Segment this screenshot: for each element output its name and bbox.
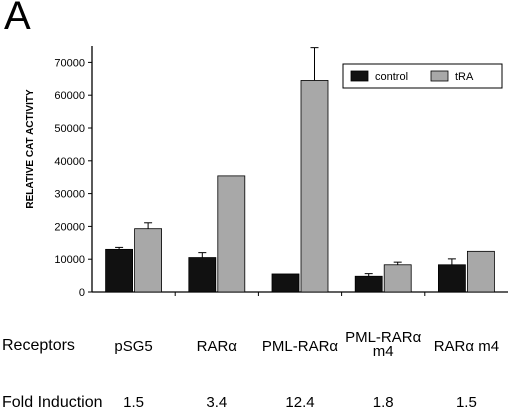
fold-induction-row-label: Fold Induction bbox=[2, 394, 103, 411]
y-tick-label: 40000 bbox=[54, 156, 85, 168]
panel-label: A bbox=[4, 0, 31, 38]
fold-induction-value: 1.8 bbox=[372, 394, 394, 411]
y-tick-label: 70000 bbox=[54, 57, 85, 69]
axes: 0 10000 20000 30000 40000 50000 60000 70000 RELA… bbox=[25, 46, 508, 299]
y-axis-title: RELATIVE CAT ACTIVITY bbox=[25, 89, 36, 209]
bar-chart: 0 10000 20000 30000 40000 50000 60000 70000 RELA… bbox=[25, 46, 508, 299]
legend-box bbox=[342, 63, 503, 89]
receptor-cell: PML-RARα bbox=[262, 337, 338, 357]
y-tick-label: 20000 bbox=[54, 221, 85, 233]
bar-tRA bbox=[466, 250, 495, 293]
bars bbox=[105, 47, 495, 293]
receptor-cell: RARα bbox=[197, 337, 237, 357]
receptor-name: PML-RARα bbox=[345, 329, 422, 346]
bar-control bbox=[105, 248, 133, 293]
y-tick-label: 10000 bbox=[54, 254, 85, 266]
legend: control tRA bbox=[342, 63, 503, 89]
fold-induction-value: 1.5 bbox=[123, 394, 145, 411]
fold-induction-value: 12.4 bbox=[285, 394, 315, 411]
bar-tRA bbox=[300, 80, 329, 293]
fold-induction-value: 3.4 bbox=[206, 394, 228, 411]
y-tick-label: 30000 bbox=[54, 189, 85, 201]
receptor-name: pSG5 bbox=[114, 338, 153, 355]
receptor-cell: PML-RARα m4 bbox=[345, 329, 422, 360]
bar-tRA bbox=[383, 264, 412, 293]
bar-tRA bbox=[217, 175, 246, 293]
receptor-cell: pSG5 bbox=[114, 337, 152, 357]
legend-swatch-tRA bbox=[430, 70, 449, 82]
fold-induction-value: 1.5 bbox=[455, 394, 477, 411]
legend-swatch-control bbox=[350, 70, 369, 82]
bar-tRA bbox=[134, 228, 163, 293]
receptor-suffix: m4 bbox=[372, 343, 394, 360]
y-tick-label: 0 bbox=[79, 287, 85, 299]
bar-control bbox=[354, 275, 383, 293]
bar-control bbox=[188, 257, 217, 293]
legend-label-tRA: tRA bbox=[455, 71, 474, 83]
legend-label-control: control bbox=[375, 71, 408, 83]
receptor-name: RARα bbox=[196, 338, 237, 355]
bar-control bbox=[271, 273, 300, 293]
y-tick-label: 50000 bbox=[54, 123, 85, 135]
y-tick-label: 60000 bbox=[54, 90, 85, 102]
bar-control bbox=[437, 264, 466, 293]
receptors-row-label: Receptors bbox=[2, 337, 75, 354]
receptor-name: RARα m4 bbox=[433, 338, 500, 355]
receptor-name: PML-RARα bbox=[261, 338, 339, 355]
receptor-cell: RARα m4 bbox=[434, 337, 499, 357]
